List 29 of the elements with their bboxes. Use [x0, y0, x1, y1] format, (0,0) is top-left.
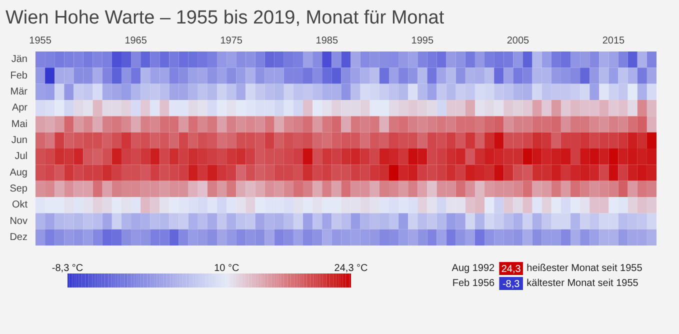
y-tick-label: Aug — [10, 167, 28, 178]
text: Feb 1956 — [452, 278, 496, 289]
x-tick-label: 2005 — [506, 36, 530, 46]
y-tick-label: Mär — [10, 86, 28, 98]
y-tick-label: Jul — [14, 151, 28, 162]
y-tick-label: Okt — [12, 200, 28, 211]
y-tick-label: Jän — [11, 54, 28, 66]
x-tick-label: 1975 — [220, 36, 243, 46]
x-tick-label: 1985 — [316, 36, 338, 46]
y-tick-label: Jun — [11, 134, 28, 146]
x-tick-label: 1965 — [124, 36, 148, 46]
x-tick-label: 1995 — [411, 36, 434, 46]
y-tick-label: Dez — [10, 232, 28, 243]
y-tick-label: Apr — [12, 102, 28, 114]
text: 24,3 — [501, 264, 522, 275]
color-bar-label: 10 °C — [214, 263, 240, 274]
y-tick-label: Feb — [10, 70, 28, 82]
chart-title: Wien Hohe Warte – 1955 bis 2019, Monat für Monat — [6, 8, 445, 28]
y-tick-label: Nov — [10, 216, 28, 227]
text: kältester Monat seit 1955 — [526, 278, 639, 289]
x-tick-label: 1955 — [29, 36, 52, 46]
y-tick-label: Mai — [11, 118, 28, 130]
y-tick-label: Sep — [10, 183, 28, 194]
x-tick-label: 2015 — [602, 36, 626, 46]
text: Aug 1992 — [452, 263, 496, 274]
text: -8,3 — [502, 279, 520, 290]
text: heißester Monat seit 1955 — [526, 263, 643, 274]
color-bar-label: 24,3 °C — [334, 263, 368, 274]
color-bar-label: -8,3 °C — [52, 263, 84, 274]
